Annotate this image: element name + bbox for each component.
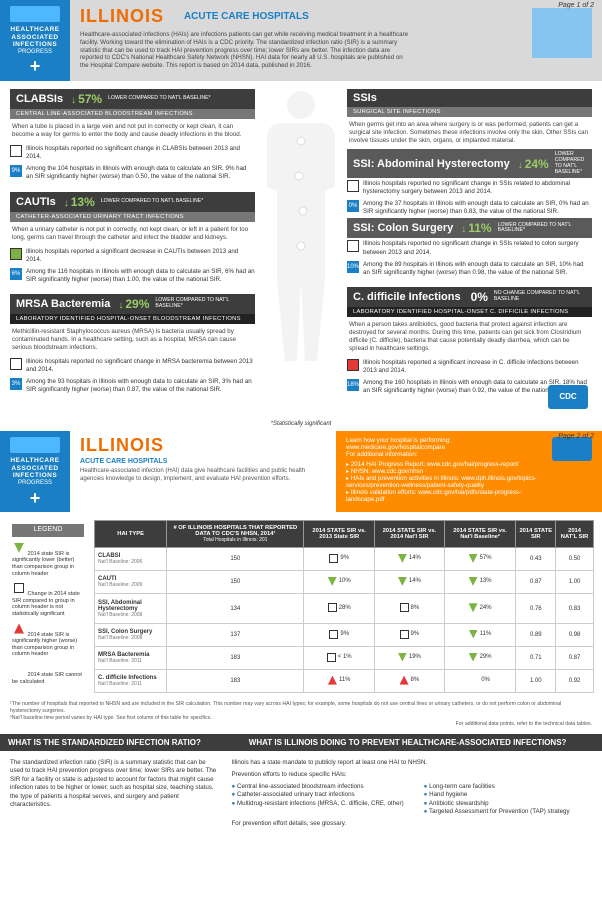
bullet-item: 6%Among the 116 hospitals in Illinois wi… [10, 266, 255, 286]
section-bar: CAUTIs↓13%LOWER COMPARED TO NAT'L BASELI… [10, 192, 255, 212]
us-map-icon [10, 6, 60, 22]
legend-item: 2014 state SIR cannot be calculated [12, 662, 84, 685]
bullet-box: 9% [10, 165, 22, 177]
table-row: MRSA BacteremiaNat'l Baseline: 2011183< … [95, 647, 594, 670]
hai-section: MRSA Bacteremia↓29%LOWER COMPARED TO NAT… [10, 294, 255, 396]
us-map-icon [10, 437, 60, 453]
resource-link[interactable]: Illinois validation efforts: www.cdc.gov… [346, 489, 544, 503]
bullet-item: 9%Among the 104 hospitals in Illinois wi… [10, 163, 255, 183]
state-title: ILLINOIS [80, 6, 164, 27]
bullet-item: Illinois hospitals reported a significan… [10, 246, 255, 266]
bullet-item: Illinois hospitals reported no significa… [10, 356, 255, 376]
page1-body: CLABSIs↓57%LOWER COMPARED TO NAT'L BASEL… [0, 81, 602, 417]
resource-link[interactable]: NHSN: www.cdc.gov/nhsn [346, 468, 544, 475]
bullet-item: 3%Among the 93 hospitals in Illinois wit… [10, 376, 255, 396]
section-bar: SSI: Abdominal Hysterectomy↓24%LOWER COM… [347, 149, 592, 178]
resource-link[interactable]: HAIs and prevention activities in Illino… [346, 475, 544, 489]
section-bar: MRSA Bacteremia↓29%LOWER COMPARED TO NAT… [10, 294, 255, 314]
page-subtitle: ACUTE CARE HOSPITALS [184, 11, 309, 22]
arrow-icon [14, 664, 24, 674]
hai-section: CLABSIs↓57%LOWER COMPARED TO NAT'L BASEL… [10, 89, 255, 183]
arrow-icon [14, 543, 24, 553]
legend-item: Change in 2014 state SIR compared to gro… [12, 581, 84, 617]
arrow-icon [14, 583, 24, 593]
resource-link[interactable]: 2014 HAI Progress Report: www.cdc.gov/ha… [346, 461, 544, 468]
table-footnotes: ¹The number of hospitals that reported t… [0, 701, 602, 734]
resource-links: 2014 HAI Progress Report: www.cdc.gov/ha… [346, 461, 544, 503]
plus-icon: + [4, 57, 66, 77]
cdc-logo: CDC [548, 385, 588, 409]
page-number-2: Page 2 of 2 [558, 433, 594, 440]
bullet-item: 0%Among the 37 hospitals in Illinois wit… [347, 198, 592, 218]
legend-item: 2014 state SIR is significantly higher (… [12, 622, 84, 658]
bullet-box: 6% [10, 268, 22, 280]
legend: LEGEND 2014 state SIR is significantly l… [8, 520, 88, 693]
page2-header: HEALTHCAREASSOCIATEDINFECTIONS PROGRESS … [0, 431, 602, 512]
prevention-efforts: Illinois has a state mandate to publicly… [232, 759, 592, 829]
table-section: LEGEND 2014 state SIR is significantly l… [0, 512, 602, 701]
page1-header: HEALTHCARE ASSOCIATED INFECTIONS PROGRES… [0, 0, 602, 81]
table-row: SSI, Abdominal HysterectomyNat'l Baselin… [95, 594, 594, 624]
human-body-figure [241, 81, 361, 371]
hai-progress-badge-2: HEALTHCAREASSOCIATEDINFECTIONS PROGRESS … [0, 431, 70, 512]
bullet-box [10, 358, 22, 370]
bullet-box: 3% [10, 378, 22, 390]
bullet-item: Illinois hospitals reported a significan… [347, 357, 592, 377]
left-column: CLABSIs↓57%LOWER COMPARED TO NAT'L BASEL… [10, 89, 255, 404]
section-bar: SSI: Colon Surgery↓11%LOWER COMPARED TO … [347, 218, 592, 238]
q1-bar: WHAT IS THE STANDARDIZED INFECTION RATIO… [0, 734, 241, 751]
bottom-questions: WHAT IS THE STANDARDIZED INFECTION RATIO… [0, 734, 602, 751]
table-row: SSI, Colon SurgeryNat'l Baseline: 200813… [95, 624, 594, 647]
hai-section: C. difficile Infections0%NO CHANGE COMPA… [347, 287, 592, 398]
table-row: C. difficile InfectionsNat'l Baseline: 2… [95, 670, 594, 693]
stat-significant-note: *Statistically significant [0, 417, 602, 431]
q2-bar: WHAT IS ILLINOIS DOING TO PREVENT HEALTH… [241, 734, 602, 751]
section-bar: SSIs [347, 89, 592, 107]
table-row: CLABSINat'l Baseline: 20061509%14%57%0.4… [95, 548, 594, 571]
table-row: CAUTINat'l Baseline: 200915010%14%13%0.8… [95, 571, 594, 594]
bullet-box [10, 145, 22, 157]
page-1: Page 1 of 2 HEALTHCARE ASSOCIATED INFECT… [0, 0, 602, 431]
bullet-item: Illinois hospitals reported no significa… [347, 238, 592, 258]
state-map-icon [532, 8, 592, 58]
bullet-item: 10%Among the 89 hospitals in Illinois wi… [347, 259, 592, 279]
cdc-logo [552, 437, 592, 461]
bullet-item: Illinois hospitals reported no significa… [347, 178, 592, 198]
hai-progress-badge: HEALTHCARE ASSOCIATED INFECTIONS PROGRES… [0, 0, 70, 81]
bullet-box [10, 248, 22, 260]
bullet-item: Illinois hospitals reported no significa… [10, 143, 255, 163]
page-2: Page 2 of 2 HEALTHCAREASSOCIATEDINFECTIO… [0, 431, 602, 836]
intro-text: Healthcare-associated infections (HAIs) … [80, 31, 410, 70]
sir-explanation: The standardized infection ratio (SIR) i… [10, 759, 220, 829]
bullet-box: 18% [347, 379, 359, 391]
section-bar: C. difficile Infections0%NO CHANGE COMPA… [347, 287, 592, 307]
plus-icon: + [4, 489, 66, 509]
arrow-icon [14, 624, 24, 634]
hai-section: SSIsSURGICAL SITE INFECTIONSWhen germs g… [347, 89, 592, 279]
section-bar: CLABSIs↓57%LOWER COMPARED TO NAT'L BASEL… [10, 89, 255, 109]
resources-box: Learn how your hospital is performing: w… [336, 431, 602, 512]
state-title-2: ILLINOIS [80, 435, 164, 456]
right-column: SSIsSURGICAL SITE INFECTIONSWhen germs g… [347, 89, 592, 405]
hai-section: CAUTIs↓13%LOWER COMPARED TO NAT'L BASELI… [10, 192, 255, 286]
hai-data-table: HAI TYPE# OF ILLINOIS HOSPITALS THAT REP… [94, 520, 594, 693]
legend-item: 2014 state SIR is significantly lower (b… [12, 541, 84, 577]
